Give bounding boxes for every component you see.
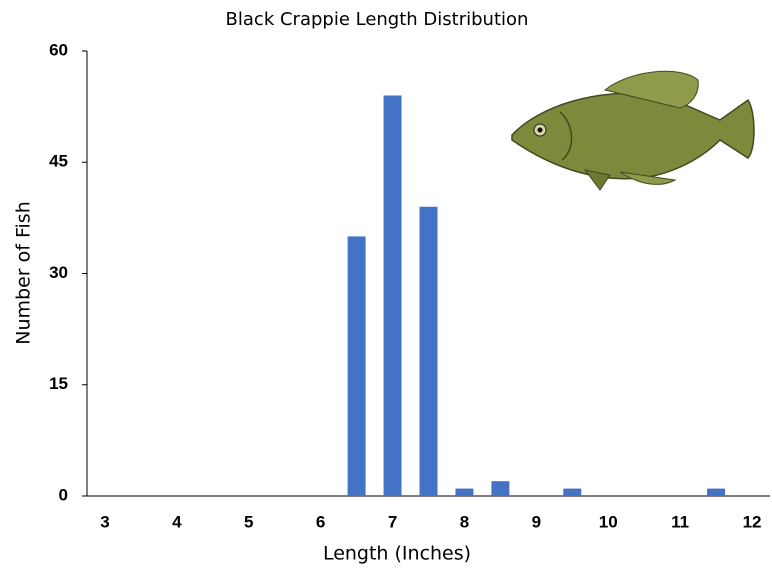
x-tick-label: 12 — [743, 512, 762, 531]
x-tick-label: 5 — [244, 512, 253, 531]
x-tick-label: 6 — [316, 512, 325, 531]
bar — [491, 481, 509, 496]
x-tick-label: 8 — [460, 512, 469, 531]
y-axis-label: Number of Fish — [13, 201, 35, 344]
y-tick-label: 15 — [49, 374, 68, 393]
bar — [348, 236, 366, 496]
x-tick-label: 11 — [671, 512, 689, 531]
bar — [563, 489, 581, 496]
x-axis-label: Length (Inches) — [323, 543, 471, 565]
chart-title: Black Crappie Length Distribution — [226, 9, 529, 30]
y-tick-label: 30 — [49, 263, 68, 282]
y-tick-label: 45 — [49, 152, 68, 171]
fish-illustration — [512, 71, 754, 190]
x-tick-label: 10 — [599, 512, 618, 531]
x-tick-label: 9 — [532, 512, 541, 531]
chart: Black Crappie Length Distribution Length… — [0, 0, 772, 569]
y-tick-label: 0 — [59, 485, 68, 504]
bar — [384, 96, 402, 497]
bar — [420, 207, 438, 496]
bar — [455, 489, 473, 496]
bar — [707, 489, 725, 496]
x-tick-label: 7 — [388, 512, 397, 531]
x-tick-label: 3 — [100, 512, 109, 531]
x-tick-label: 4 — [172, 512, 182, 531]
y-tick-label: 60 — [49, 40, 68, 59]
